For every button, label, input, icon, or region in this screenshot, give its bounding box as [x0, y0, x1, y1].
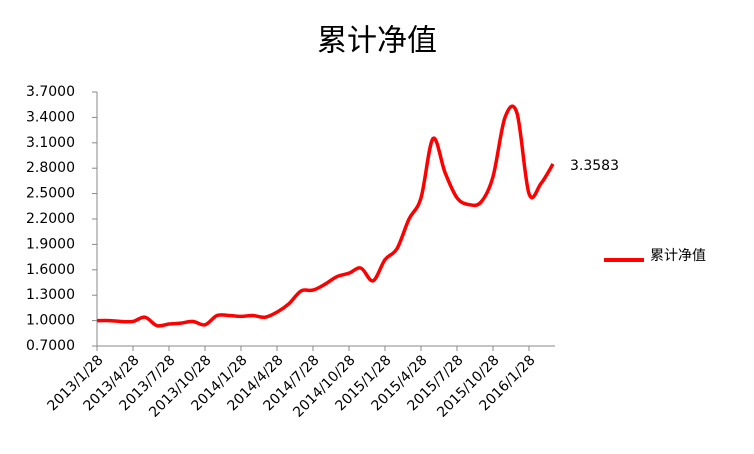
y-tick-label: 2.2000: [26, 211, 75, 227]
y-tick-label: 2.5000: [26, 186, 75, 202]
legend-label: 累计净值: [650, 248, 706, 264]
line: [96, 104, 555, 328]
y-tick-label: 2.8000: [26, 160, 75, 176]
y-tick-label: 3.4000: [26, 109, 75, 125]
y-tick-label: 1.3000: [26, 287, 75, 303]
y-tick-label: 0.7000: [26, 338, 75, 354]
y-tick-label: 1.6000: [26, 262, 75, 278]
y-tick-label: 1.9000: [26, 236, 75, 252]
annotation: 3.3583: [570, 158, 619, 174]
y-tick-label: 3.1000: [26, 135, 75, 151]
y-tick-label: 3.7000: [26, 84, 75, 100]
chart-title: 累计净值: [317, 24, 437, 59]
y-tick-label: 1.0000: [26, 313, 75, 329]
